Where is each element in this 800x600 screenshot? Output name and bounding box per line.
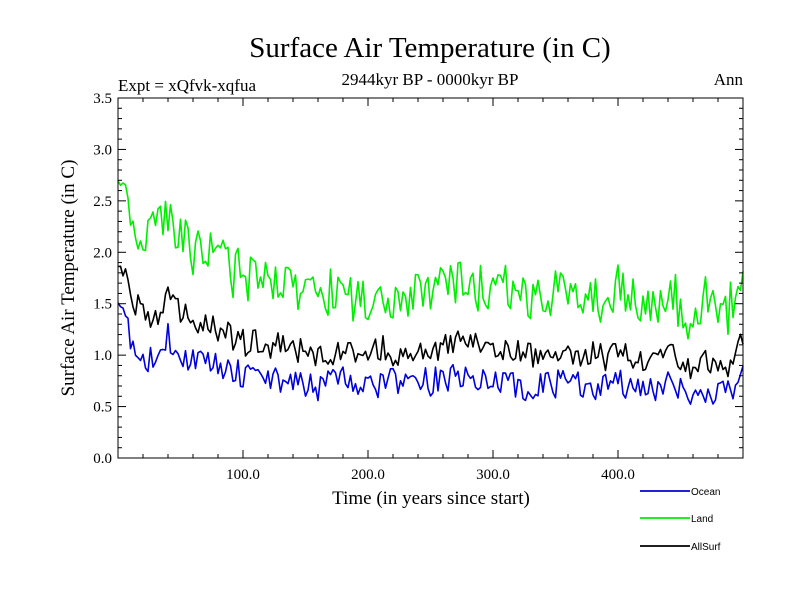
y-axis-label: Surface Air Temperature (in C) [58, 160, 79, 397]
x-tick-label: 200.0 [351, 467, 385, 483]
y-tick-label: 0.5 [93, 400, 112, 416]
legend-label-land: Land [691, 514, 713, 525]
x-tick-label: 100.0 [226, 467, 260, 483]
series-line-ocean [117, 302, 744, 405]
y-tick-label: 3.5 [93, 91, 112, 107]
expt-label: Expt = xQfvk-xqfua [118, 76, 256, 95]
legend: Ocean Land AllSurf [640, 487, 721, 553]
axis-layer: 0.0 0.5 1.0 1.5 2.0 2.5 3.0 3.5 100.0 200.0 300.0 4… [93, 91, 743, 483]
period-label: Ann [714, 70, 744, 89]
plot-frame [117, 97, 744, 459]
x-axis-label: Time (in years since start) [332, 488, 530, 509]
y-tick-label: 1.5 [93, 297, 112, 313]
series-line-land [117, 180, 744, 340]
x-tick-label: 300.0 [476, 467, 510, 483]
legend-label-allsurf: AllSurf [691, 542, 721, 553]
y-tick-label: 2.5 [93, 194, 112, 210]
series-layer [117, 180, 744, 405]
series-line-allsurf [117, 265, 744, 380]
y-tick-label: 2.0 [93, 245, 112, 261]
y-tick-label: 0.0 [93, 451, 112, 467]
chart-subtitle: 2944kyr BP - 0000kyr BP [342, 70, 519, 89]
x-tick-label: 400.0 [601, 467, 635, 483]
legend-label-ocean: Ocean [691, 487, 720, 498]
y-tick-label: 3.0 [93, 142, 112, 158]
y-tick-label: 1.0 [93, 348, 112, 364]
chart-title: Surface Air Temperature (in C) [249, 32, 610, 64]
